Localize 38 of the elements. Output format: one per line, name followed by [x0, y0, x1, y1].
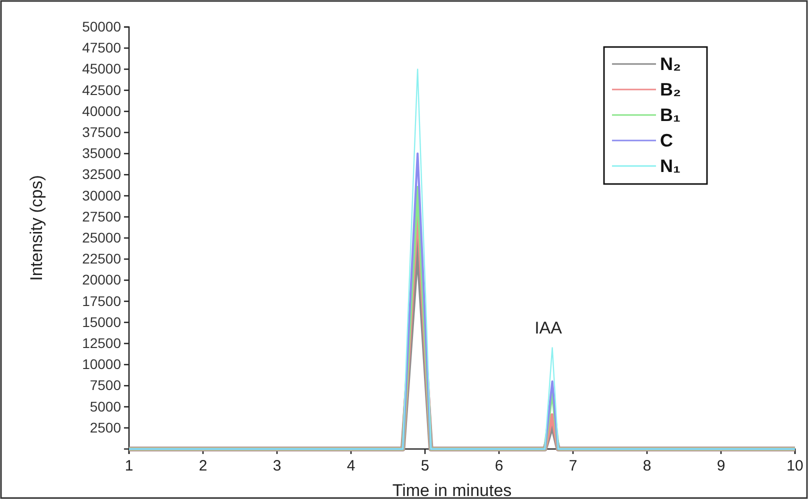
y-tick-label: 47500	[82, 40, 122, 56]
y-tick-label: 17500	[82, 292, 122, 309]
y-tick-label: 27500	[82, 208, 122, 224]
legend-label: C	[660, 130, 673, 150]
x-tick-label: 2	[198, 458, 208, 474]
y-axis-title: Intensity (cps)	[27, 175, 46, 281]
x-tick-label: 10	[786, 458, 804, 474]
legend-label: N₁	[660, 156, 680, 176]
x-tick-label: 3	[272, 458, 282, 474]
annotation: IAA	[534, 318, 563, 338]
y-tick-label: 5000	[90, 398, 122, 414]
y-tick-label: 25000	[82, 229, 122, 246]
x-tick-label: 5	[420, 458, 430, 474]
y-tick-label: 42500	[82, 82, 122, 98]
x-tick-label: 4	[346, 458, 356, 474]
y-tick-label: 37500	[82, 124, 122, 140]
y-tick-label: 15000	[82, 314, 122, 330]
y-tick-label: 45000	[82, 60, 122, 77]
y-tick-label: 2500	[90, 419, 122, 436]
y-tick-label: 40000	[82, 102, 122, 119]
x-tick-label: 6	[494, 458, 504, 474]
y-tick-label: 30000	[82, 187, 122, 204]
y-tick-label: 35000	[82, 145, 122, 162]
y-tick-label: 12500	[82, 334, 122, 351]
legend-label: B₁	[660, 105, 680, 125]
y-tick-label: 22500	[82, 250, 122, 267]
legend-label: B₂	[660, 80, 681, 100]
y-tick-label: 32500	[82, 166, 122, 182]
x-tick-label: 8	[642, 458, 652, 474]
x-tick-label: 7	[568, 458, 578, 474]
legend-label: N₂	[660, 54, 681, 74]
y-tick-label: 10000	[82, 356, 122, 372]
y-tick-label: 7500	[90, 377, 122, 394]
y-tick-label: 50000	[82, 18, 122, 34]
y-tick-label: 20000	[82, 272, 122, 288]
x-tick-label: 1	[124, 458, 134, 474]
x-axis-title: Time in minutes	[392, 481, 512, 499]
x-tick-label: 9	[716, 458, 726, 474]
